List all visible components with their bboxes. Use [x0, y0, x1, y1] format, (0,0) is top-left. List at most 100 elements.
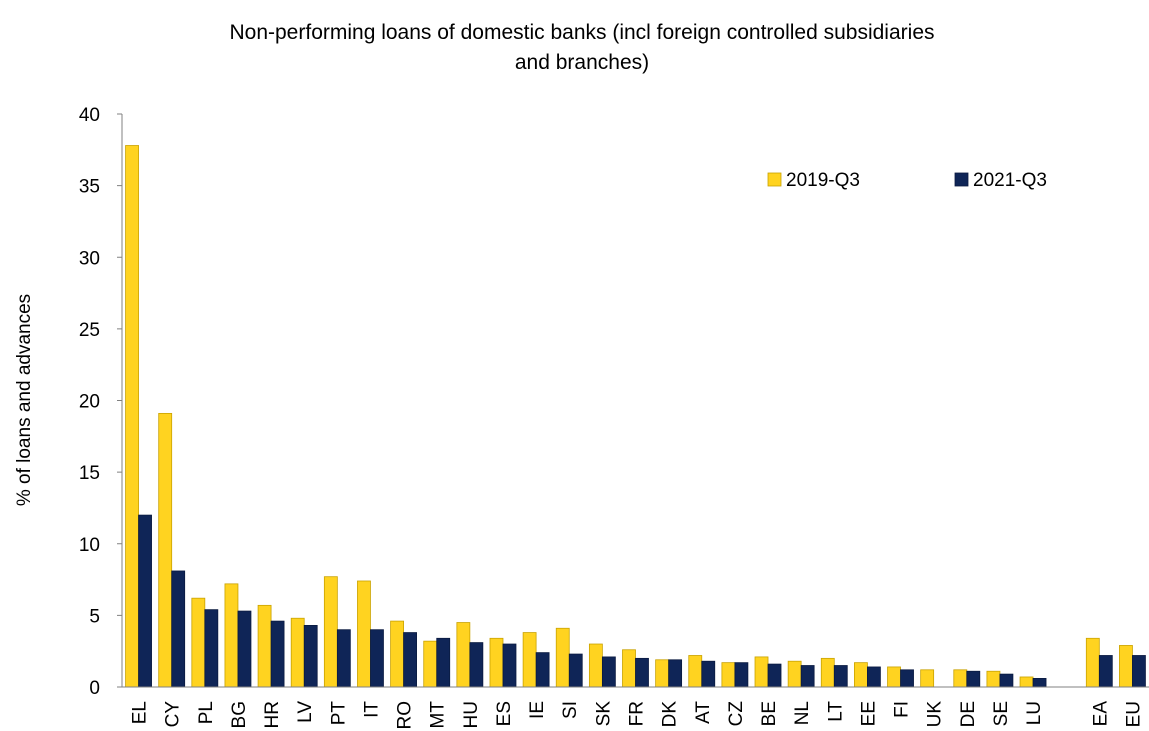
bar-EA-2021-Q3: [1098, 655, 1113, 688]
bar-IE-2021-Q3: [535, 652, 550, 688]
bar-SE-2021-Q3: [999, 673, 1014, 688]
chart-title-line2: and branches): [515, 51, 649, 74]
bar-NL-2021-Q3: [800, 665, 815, 688]
bar-CZ-2019-Q3: [721, 662, 736, 688]
bar-LT-2021-Q3: [833, 665, 848, 688]
bar-PT-2021-Q3: [336, 629, 351, 688]
bar-SK-2021-Q3: [601, 656, 616, 688]
bar-DE-2019-Q3: [953, 669, 968, 688]
legend: 2019-Q3 2021-Q3: [767, 170, 1047, 191]
bar-EE-2021-Q3: [867, 666, 881, 688]
bar-FR-2019-Q3: [622, 649, 636, 688]
bar-EL-2019-Q3: [125, 145, 139, 688]
x-tick-label: FR: [627, 701, 648, 726]
x-tick-label: UK: [925, 701, 946, 728]
x-tick-label: EE: [858, 701, 879, 726]
x-tick-label: EL: [130, 701, 151, 724]
legend-label-2019-Q3: 2019-Q3: [786, 170, 860, 191]
y-tick-label: 40: [79, 105, 100, 126]
bar-DE-2021-Q3: [966, 670, 981, 688]
bar-ES-2019-Q3: [489, 637, 504, 688]
bar-UK-2019-Q3: [920, 669, 935, 688]
bar-BG-2019-Q3: [224, 583, 239, 688]
x-tick-label: PL: [196, 701, 217, 724]
x-tick-label: EA: [1090, 701, 1111, 727]
bar-LV-2021-Q3: [303, 625, 318, 688]
bar-DK-2021-Q3: [668, 659, 683, 688]
x-tick-label: FI: [892, 701, 913, 718]
bar-ES-2021-Q3: [502, 643, 517, 688]
bar-FR-2021-Q3: [635, 657, 649, 688]
bar-PL-2021-Q3: [204, 609, 219, 688]
x-tick-label: EU: [1123, 701, 1144, 727]
bar-CY-2021-Q3: [171, 570, 186, 688]
plot-area: 0 5 10 15 20 25 30 35 40 EL CY PL BG HR LV PT IT RO MT HU ES…: [79, 105, 1149, 730]
x-tick-label: LV: [295, 701, 316, 723]
x-tick-label: CY: [163, 701, 184, 728]
x-tick-label: CZ: [726, 701, 747, 727]
x-tick-label: SI: [560, 701, 581, 719]
legend-swatch-2021-Q3: [954, 172, 969, 187]
bar-LV-2019-Q3: [290, 617, 305, 688]
y-tick-label: 35: [79, 177, 100, 198]
bar-EL-2021-Q3: [138, 514, 152, 688]
x-tick-label: DK: [660, 701, 681, 728]
bar-EU-2021-Q3: [1132, 655, 1146, 688]
x-tick-label: IE: [527, 701, 548, 719]
x-tick-label: LT: [825, 701, 846, 722]
bar-LT-2019-Q3: [820, 657, 835, 688]
bar-FI-2021-Q3: [900, 669, 914, 688]
x-tick-label: MT: [428, 701, 449, 729]
bar-IT-2021-Q3: [370, 629, 384, 688]
x-tick-label: BE: [759, 701, 780, 726]
y-tick-label: 25: [79, 320, 100, 341]
bar-SI-2021-Q3: [568, 653, 583, 688]
x-tick-label: PT: [328, 701, 349, 726]
x-tick-label: HU: [461, 701, 482, 728]
bar-IT-2019-Q3: [357, 580, 371, 688]
bar-NL-2019-Q3: [787, 660, 802, 688]
x-tick-label: SE: [991, 701, 1012, 726]
bar-EU-2019-Q3: [1119, 645, 1133, 688]
bar-RO-2021-Q3: [403, 632, 417, 688]
x-tick-label: DE: [958, 701, 979, 727]
bar-HR-2021-Q3: [270, 620, 285, 688]
bar-BG-2021-Q3: [237, 610, 252, 688]
bar-BE-2019-Q3: [754, 656, 769, 688]
bar-DK-2019-Q3: [655, 659, 670, 688]
y-tick-label: 15: [79, 463, 100, 484]
y-tick-label: 10: [79, 535, 100, 556]
x-tick-label: AT: [693, 701, 714, 724]
bar-AT-2021-Q3: [701, 660, 716, 688]
bar-SI-2019-Q3: [555, 627, 570, 688]
x-tick-label: ES: [494, 701, 515, 726]
bar-MT-2021-Q3: [436, 637, 451, 688]
bar-PT-2019-Q3: [323, 576, 338, 688]
x-tick-label: SK: [593, 701, 614, 727]
legend-swatch-2019-Q3: [767, 172, 782, 187]
bar-SE-2019-Q3: [986, 670, 1001, 688]
bar-HU-2019-Q3: [456, 622, 471, 688]
bar-EE-2019-Q3: [854, 662, 868, 688]
bar-FI-2019-Q3: [887, 666, 901, 688]
x-tick-label: BG: [229, 701, 250, 728]
bar-AT-2019-Q3: [688, 655, 703, 688]
chart-title-line1: Non-performing loans of domestic banks (…: [229, 21, 934, 44]
bar-RO-2019-Q3: [390, 620, 404, 688]
bar-CY-2019-Q3: [158, 412, 173, 688]
bar-SK-2019-Q3: [588, 643, 603, 688]
bar-MT-2019-Q3: [423, 640, 438, 688]
bar-IE-2019-Q3: [522, 632, 537, 688]
bar-HU-2021-Q3: [469, 642, 484, 688]
y-tick-label: 20: [79, 392, 100, 413]
y-axis-label: % of loans and advances: [14, 294, 35, 506]
bar-EA-2019-Q3: [1085, 637, 1100, 688]
y-tick-label: 30: [79, 248, 100, 269]
legend-label-2021-Q3: 2021-Q3: [973, 170, 1047, 191]
x-tick-label: HR: [262, 701, 283, 728]
bar-LU-2021-Q3: [1032, 678, 1047, 688]
x-tick-label: IT: [361, 701, 382, 718]
x-tick-label: LU: [1024, 701, 1045, 725]
y-tick-label: 5: [89, 606, 100, 627]
bar-CZ-2021-Q3: [734, 662, 749, 688]
